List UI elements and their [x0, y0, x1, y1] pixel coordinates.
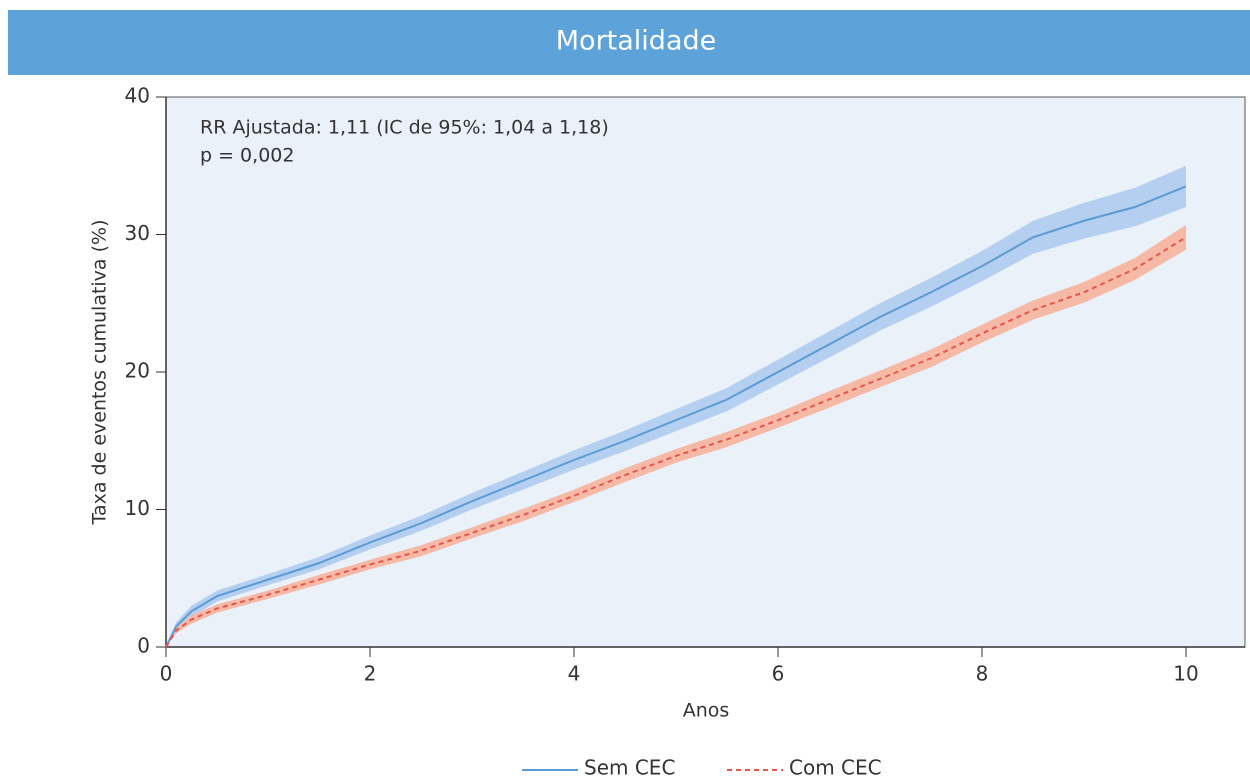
y-tick-label: 40	[125, 84, 150, 108]
y-tick-label: 20	[125, 359, 150, 383]
y-axis-label: Taxa de eventos cumulativa (%)	[89, 220, 111, 526]
y-tick-label: 10	[125, 496, 150, 520]
x-tick-label: 4	[568, 662, 581, 686]
series-line	[165, 236, 1187, 648]
chart-title: Mortalidade	[556, 26, 716, 57]
y-tick-label: 0	[137, 634, 150, 658]
legend-label: Sem CEC	[584, 756, 675, 780]
confidence-band	[166, 165, 1186, 647]
y-tick-label: 30	[125, 221, 150, 245]
annotation: RR Ajustada: 1,11 (IC de 95%: 1,04 a 1,1…	[200, 117, 609, 139]
x-tick-label: 2	[364, 662, 377, 686]
x-tick-label: 10	[1173, 662, 1198, 686]
legend-label: Com CEC	[789, 756, 882, 780]
series-line	[165, 185, 1187, 648]
x-axis-label: Anos	[683, 700, 730, 722]
header-bar	[8, 10, 1250, 75]
x-tick-label: 0	[160, 662, 173, 686]
annotation: p = 0,002	[200, 145, 294, 167]
x-tick-label: 6	[772, 662, 785, 686]
x-tick-label: 8	[976, 662, 989, 686]
